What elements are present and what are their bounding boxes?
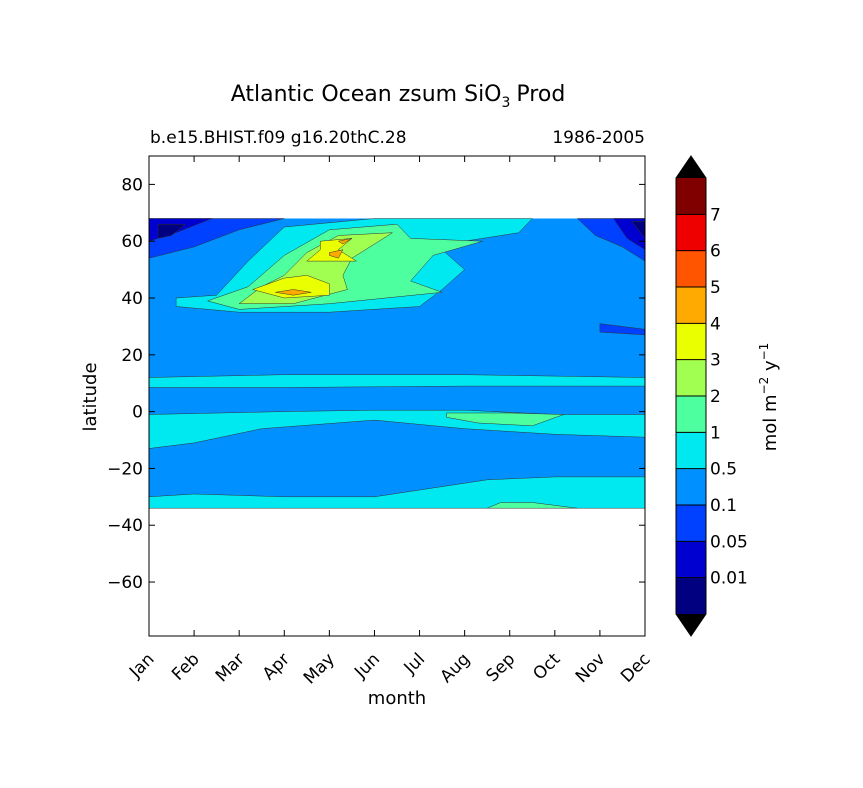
colorbar-label: mol m−2 y−1 bbox=[757, 343, 781, 452]
x-tick-label: Aug bbox=[437, 649, 475, 687]
colorbar-segment bbox=[676, 505, 706, 542]
x-tick-label: Sep bbox=[482, 649, 519, 686]
colorbar-segment bbox=[676, 250, 706, 288]
y-axis-label: latitude bbox=[80, 362, 101, 431]
x-tick-label: Nov bbox=[572, 649, 610, 687]
colorbar-tick-label: 6 bbox=[710, 242, 721, 262]
colorbar-tick-label: 0.01 bbox=[710, 569, 748, 589]
chart-title: Atlantic Ocean zsum SiO3 Prod bbox=[231, 82, 566, 111]
colorbar-segment bbox=[676, 468, 706, 506]
colorbar-segment bbox=[676, 432, 706, 470]
colorbar-segment bbox=[676, 396, 706, 433]
colorbar-tick-label: 4 bbox=[710, 314, 721, 334]
colorbar-tick-label: 2 bbox=[710, 387, 721, 407]
contour-north-atlantic-4-top bbox=[338, 238, 353, 245]
x-tick-label: Feb bbox=[168, 649, 203, 684]
y-tick-label: −40 bbox=[107, 516, 143, 536]
contour-equatorial-core bbox=[446, 412, 565, 427]
colorbar-extend-top bbox=[676, 156, 706, 178]
subtitle-left: b.e15.BHIST.f09 g16.20thC.28 bbox=[150, 128, 407, 148]
y-tick-label: 80 bbox=[121, 175, 143, 195]
colorbar-tick-label: 3 bbox=[710, 351, 721, 371]
y-tick-label: 0 bbox=[132, 403, 143, 423]
colorbar-segment bbox=[676, 359, 706, 397]
y-tick-label: 20 bbox=[121, 346, 143, 366]
plot-frame bbox=[148, 155, 646, 637]
y-tick-label: −20 bbox=[107, 459, 143, 479]
colorbar-segment bbox=[676, 178, 706, 215]
colorbar-tick-label: 0.5 bbox=[710, 460, 737, 480]
colorbar-segment bbox=[676, 214, 706, 252]
contour-equatorial-band-north bbox=[148, 374, 646, 388]
colorbar-tick-label: 0.1 bbox=[710, 496, 737, 516]
x-tick-label: May bbox=[300, 649, 339, 688]
x-tick-label: Jan bbox=[125, 649, 158, 682]
x-tick-label: Oct bbox=[529, 649, 564, 684]
colorbar-extend-bottom bbox=[676, 614, 706, 636]
colorbar-tick-label: 0.05 bbox=[710, 532, 748, 552]
colorbar-tick-label: 5 bbox=[710, 278, 721, 298]
contour-north-atlantic-4-upper bbox=[329, 249, 344, 259]
colorbar-segment bbox=[676, 577, 706, 615]
contour-labrador-deep bbox=[157, 223, 186, 239]
colorbar-tick-label: 7 bbox=[710, 205, 721, 225]
y-tick-label: 60 bbox=[121, 232, 143, 252]
x-tick-label: Jun bbox=[350, 649, 384, 683]
x-tick-label: Apr bbox=[259, 649, 294, 684]
colorbar-outline bbox=[675, 155, 707, 637]
contour-north-atlantic-4-lower bbox=[275, 289, 312, 296]
subtitle-right: 1986-2005 bbox=[552, 128, 645, 148]
y-tick-label: −60 bbox=[107, 573, 143, 593]
x-tick-label: Dec bbox=[617, 649, 654, 686]
plot-area: 80 60 40 20 0 −20 −40 −60 Jan Feb Mar Apr May Jun Jul… bbox=[107, 155, 655, 688]
x-axis-label: month bbox=[368, 688, 426, 709]
colorbar-segment bbox=[676, 541, 706, 579]
colorbar-tick-label: 1 bbox=[710, 423, 721, 443]
y-axis-ticks: 80 60 40 20 0 −20 −40 −60 bbox=[107, 175, 645, 593]
x-tick-label: Jul bbox=[400, 649, 429, 678]
y-tick-label: 40 bbox=[121, 289, 143, 309]
x-tick-label: Mar bbox=[212, 649, 249, 686]
colorbar: 0.01 0.05 0.1 0.5 1 2 3 4 5 6 7 bbox=[675, 155, 748, 637]
contour-southern-core bbox=[486, 502, 578, 509]
colorbar-segment bbox=[676, 287, 706, 324]
colorbar-segment bbox=[676, 323, 706, 361]
contour-regions bbox=[148, 218, 646, 509]
